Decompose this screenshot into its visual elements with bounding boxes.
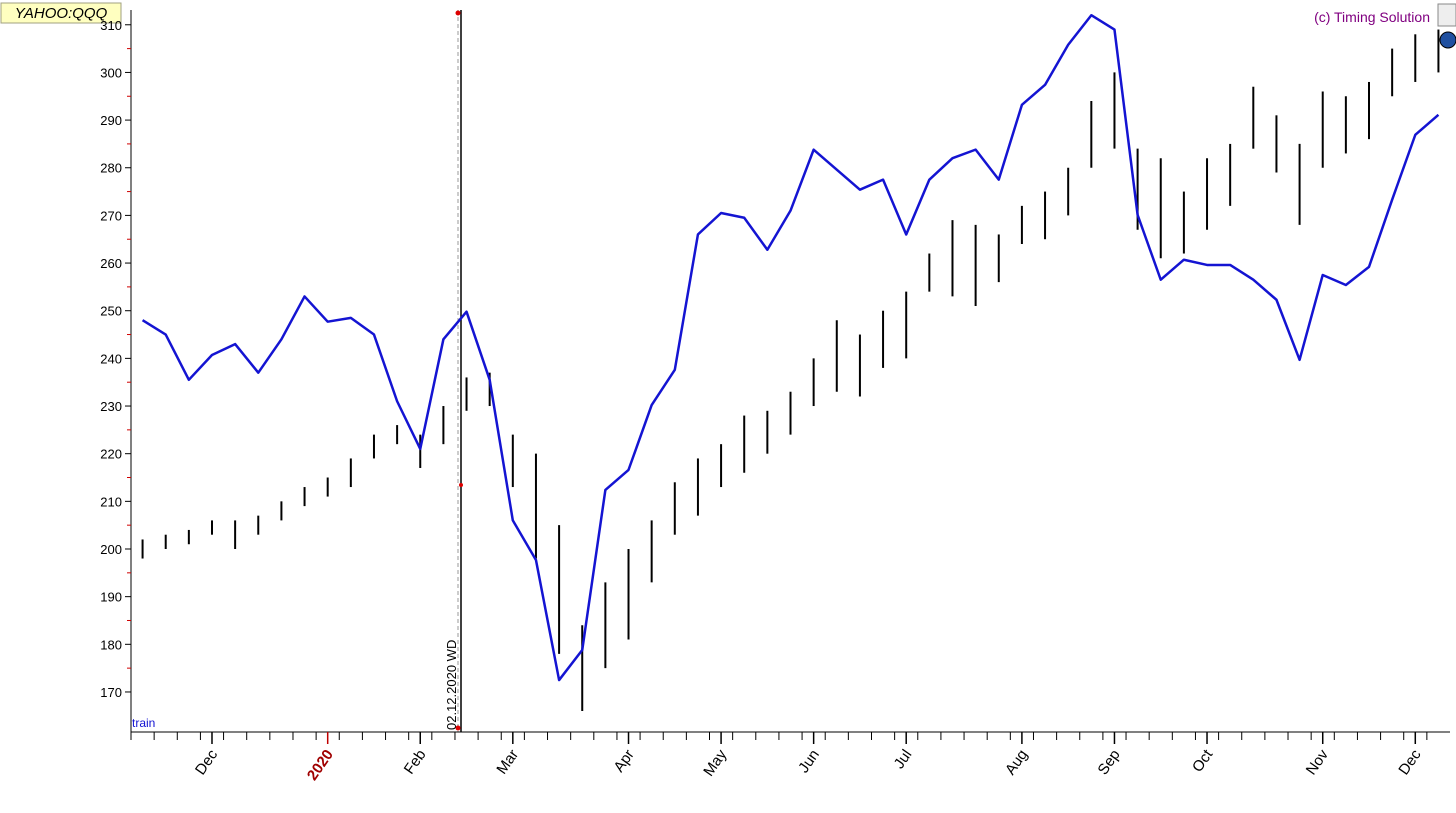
- y-tick-label: 240: [100, 351, 122, 366]
- y-tick-label: 300: [100, 65, 122, 80]
- copyright: (c) Timing Solution: [1314, 9, 1430, 25]
- marker-dot: [455, 725, 461, 731]
- y-tick-label: 180: [100, 637, 122, 652]
- y-tick-label: 290: [100, 113, 122, 128]
- marker-dot: [455, 10, 461, 16]
- y-tick-label: 260: [100, 256, 122, 271]
- symbol-box: [0, 2, 122, 24]
- y-tick-label: 310: [100, 18, 122, 33]
- y-tick-label: 190: [100, 590, 122, 605]
- y-tick-label: 250: [100, 304, 122, 319]
- marker-label: 02.12.2020 WD: [444, 640, 459, 730]
- y-tick-label: 270: [100, 208, 122, 223]
- y-tick-label: 280: [100, 161, 122, 176]
- y-tick-label: 230: [100, 399, 122, 414]
- y-tick-label: 170: [100, 685, 122, 700]
- globe-icon[interactable]: [1439, 31, 1456, 49]
- projection-line: [141, 13, 1440, 682]
- marker-dot: [459, 483, 463, 487]
- symbol-label: YAHOO:QQQ: [15, 5, 108, 22]
- y-tick-label: 200: [100, 542, 122, 557]
- y-tick-label: 210: [100, 494, 122, 509]
- scroll-widget[interactable]: [1437, 3, 1456, 27]
- y-tick-label: 220: [100, 447, 122, 462]
- corner-label: train: [132, 716, 155, 730]
